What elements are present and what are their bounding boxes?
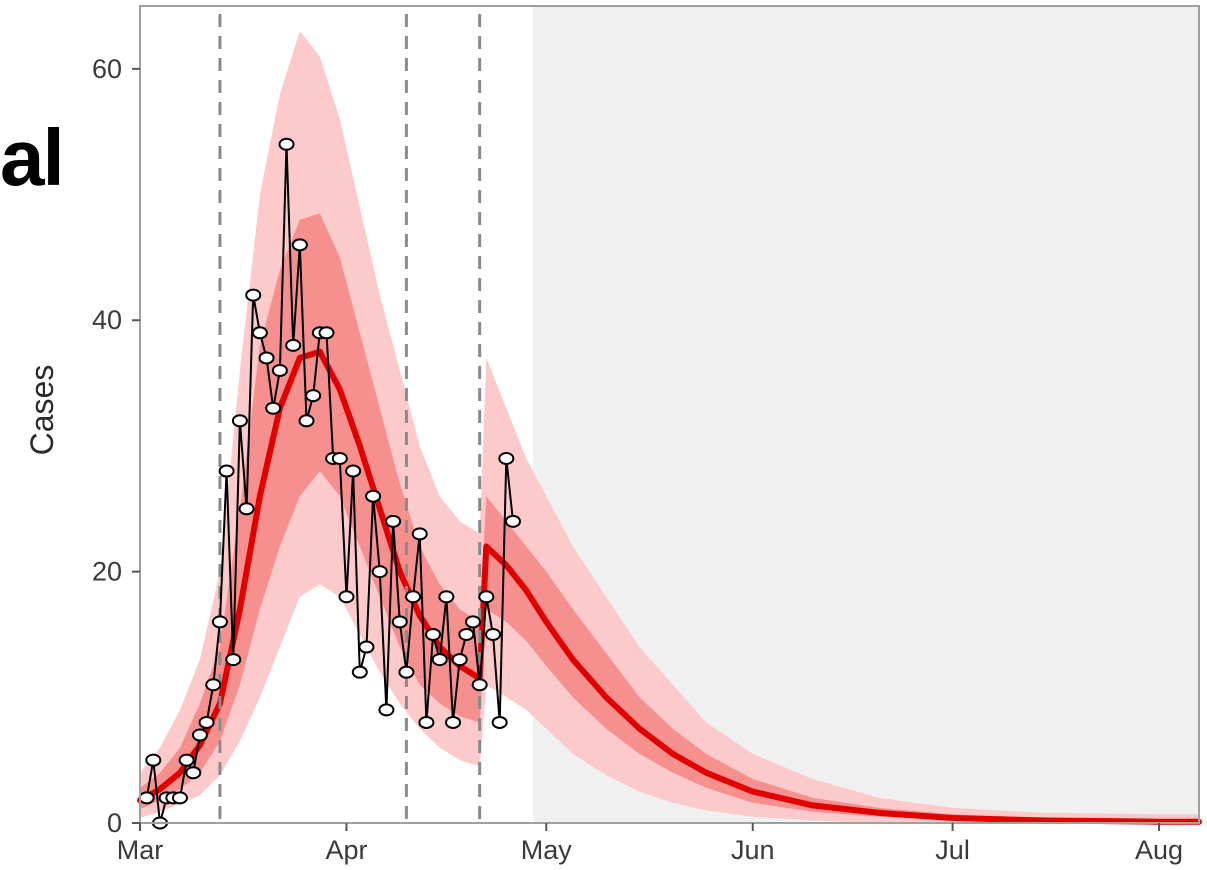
plot-frame [139,5,1200,824]
observed-point [338,590,355,604]
observed-point [225,653,242,667]
observed-point [138,791,155,805]
observed-point [258,351,275,365]
observed-point [445,715,462,729]
x-tick-label: Aug [1135,835,1183,865]
observed-point [218,464,235,478]
observed-point [291,238,308,252]
observed-point [211,615,228,629]
observed-point [198,715,215,729]
observed-point [418,715,435,729]
fit-line [137,348,1202,825]
y-axis-title: Cases [24,365,60,456]
observed-point [185,766,202,780]
y-tick-label: 60 [92,54,122,84]
observed-point [478,590,495,604]
observed-point [331,451,348,465]
axes-layer: 0 20 40 60 Mar Apr May Jun Jul Aug [92,54,1183,865]
observed-point [485,627,501,641]
fit-line-layer [137,348,1202,825]
observed-point [425,627,442,641]
observed-point [458,627,475,641]
observed-point [451,653,468,667]
observed-point [385,514,402,528]
observed-point [465,615,482,629]
observed-point [305,389,322,403]
observed-point [471,678,488,692]
observed-point [285,338,302,352]
observed-point [398,665,415,679]
observed-series-layer [138,137,521,830]
observed-point [365,489,382,503]
observed-point [504,514,521,528]
observed-point [371,565,388,579]
observed-point [265,401,282,415]
y-tick-label: 0 [107,808,122,838]
x-tick-label: Jun [731,835,775,865]
observed-point [251,326,268,340]
intervention-lines-layer [218,14,482,823]
observed-point [178,753,195,767]
x-tick-label: Jul [935,835,970,865]
observed-point [431,653,448,667]
observed-point [391,615,408,629]
observed-point [345,464,362,478]
observed-point [171,791,188,805]
x-tick-label: Mar [117,835,164,865]
observed-point [351,665,368,679]
plot-frame-layer [139,5,1200,824]
observed-point [378,703,395,717]
inner-confidence-band [140,213,1199,823]
observed-point [438,590,455,604]
observed-point [298,414,315,428]
observed-point [231,414,248,428]
x-tick-label: Apr [325,835,367,865]
observed-point [145,753,162,767]
observed-point [191,728,208,742]
cropped-title-fragment: al [0,113,65,202]
observed-point [411,527,428,541]
observed-point [205,678,222,692]
observed-point [358,640,375,654]
observed-point [405,590,422,604]
observed-point [245,288,262,302]
observed-point [491,715,508,729]
observed-point [271,364,288,378]
observed-point [278,137,295,151]
y-tick-label: 20 [92,557,122,587]
observed-point [318,326,335,340]
observed-point [238,502,255,516]
observed-point [498,451,515,465]
y-tick-label: 40 [92,305,122,335]
x-tick-label: May [521,835,573,865]
